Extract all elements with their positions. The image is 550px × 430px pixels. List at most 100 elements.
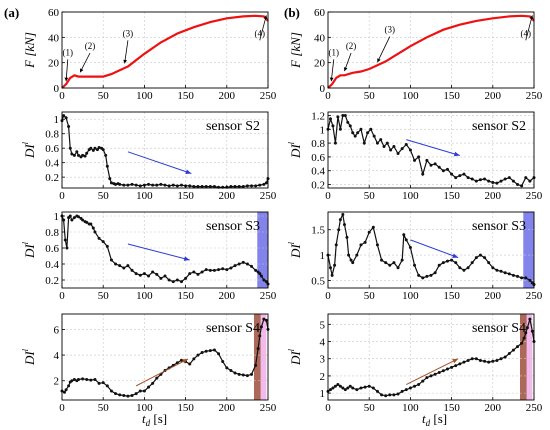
data-point <box>134 392 138 396</box>
y-axis-label: DIl <box>287 348 303 366</box>
data-point <box>363 240 367 244</box>
data-point <box>70 152 74 156</box>
data-point <box>258 334 262 338</box>
data-point <box>72 377 76 381</box>
data-point <box>388 263 392 267</box>
trend-arrow <box>135 358 189 387</box>
data-point <box>417 155 421 159</box>
data-point <box>474 256 478 260</box>
data-point <box>507 176 511 180</box>
data-point <box>85 151 89 155</box>
data-point <box>159 182 163 186</box>
y-axis-label: DIl <box>287 141 303 159</box>
data-point <box>437 165 441 169</box>
y-tick-label: 0.4 <box>311 166 325 178</box>
x-tick-label: 150 <box>443 90 460 102</box>
trend-arrow-head <box>452 358 459 364</box>
x-tick-label: 250 <box>526 402 543 414</box>
data-point <box>396 151 400 155</box>
data-point <box>392 145 396 149</box>
data-point <box>155 272 159 276</box>
annotation-arrow <box>124 40 129 64</box>
subplot-a-s2: 0 50 100 150 200 250 0.2 0.4 0.6 0.8 1 DIl sensor S2 <box>21 111 277 202</box>
data-point <box>375 243 379 247</box>
data-point <box>380 393 384 397</box>
data-point <box>437 263 441 267</box>
data-point <box>524 176 528 180</box>
data-point <box>336 383 340 387</box>
data-point <box>470 357 474 361</box>
data-point <box>525 326 529 330</box>
data-point <box>346 386 350 390</box>
data-point <box>130 268 134 272</box>
panel-label-b: (b) <box>284 5 300 20</box>
data-point <box>97 236 101 240</box>
y-tick-label: 40 <box>314 32 326 44</box>
y-tick-label: 0.2 <box>45 172 59 184</box>
x-tick-label: 50 <box>98 290 110 302</box>
data-point <box>109 258 113 262</box>
x-tick-label: 200 <box>219 290 236 302</box>
data-point <box>333 141 337 145</box>
data-point <box>126 264 130 268</box>
trend-arrow <box>127 151 192 174</box>
data-point <box>413 263 417 267</box>
data-point <box>93 377 97 381</box>
data-point <box>114 182 118 186</box>
data-point <box>462 268 466 272</box>
data-point <box>328 266 332 270</box>
data-point <box>126 394 130 398</box>
data-point <box>221 359 225 363</box>
data-point <box>250 264 254 268</box>
data-point <box>225 268 229 272</box>
data-point <box>433 372 437 376</box>
y-axis-label: DIl <box>21 348 37 366</box>
data-point <box>392 393 396 397</box>
x-tick-label: 200 <box>485 290 502 302</box>
data-point <box>388 393 392 397</box>
data-point <box>233 185 237 189</box>
data-point <box>462 172 466 176</box>
trend-arrow-head <box>183 256 190 261</box>
data-point <box>118 182 122 186</box>
data-point <box>85 377 89 381</box>
y-tick-label: 60 <box>48 7 60 19</box>
data-point <box>138 184 142 188</box>
data-point <box>192 357 196 361</box>
data-point <box>105 244 109 248</box>
series-line <box>61 14 269 89</box>
y-tick-label: 2 <box>320 371 326 383</box>
x-tick-label: 50 <box>98 402 110 414</box>
data-point <box>337 228 341 232</box>
data-point <box>229 185 233 189</box>
data-point <box>122 394 126 398</box>
x-tick-label: 150 <box>443 290 460 302</box>
data-point <box>81 377 85 381</box>
data-point <box>343 388 347 392</box>
data-point <box>105 384 109 388</box>
data-point <box>163 274 167 278</box>
data-point <box>196 272 200 276</box>
sensor-label: sensor S2 <box>206 119 260 134</box>
data-point <box>114 392 118 396</box>
data-point <box>511 179 515 183</box>
y-tick-label: 0.6 <box>45 243 59 255</box>
y-tick-label: 0.8 <box>311 138 325 150</box>
data-point <box>101 240 105 244</box>
subplot-b-force: (1) (2) (3) (4) 0 50 100 150 200 250 0 20 40 60 F [kN] <box>288 7 543 102</box>
y-axis-label: F [kN] <box>288 32 303 69</box>
data-point <box>491 359 495 363</box>
data-point <box>372 134 376 138</box>
data-point <box>511 348 515 352</box>
data-point <box>200 351 204 355</box>
y-tick-label: 1.2 <box>311 110 325 122</box>
data-point <box>450 172 454 176</box>
data-point <box>478 178 482 182</box>
data-point <box>245 262 249 266</box>
x-tick-label: 250 <box>526 190 543 202</box>
x-tick-label: 50 <box>364 190 376 202</box>
data-point <box>351 261 355 265</box>
data-point <box>334 243 338 247</box>
data-point <box>212 268 216 272</box>
data-point <box>256 347 260 351</box>
